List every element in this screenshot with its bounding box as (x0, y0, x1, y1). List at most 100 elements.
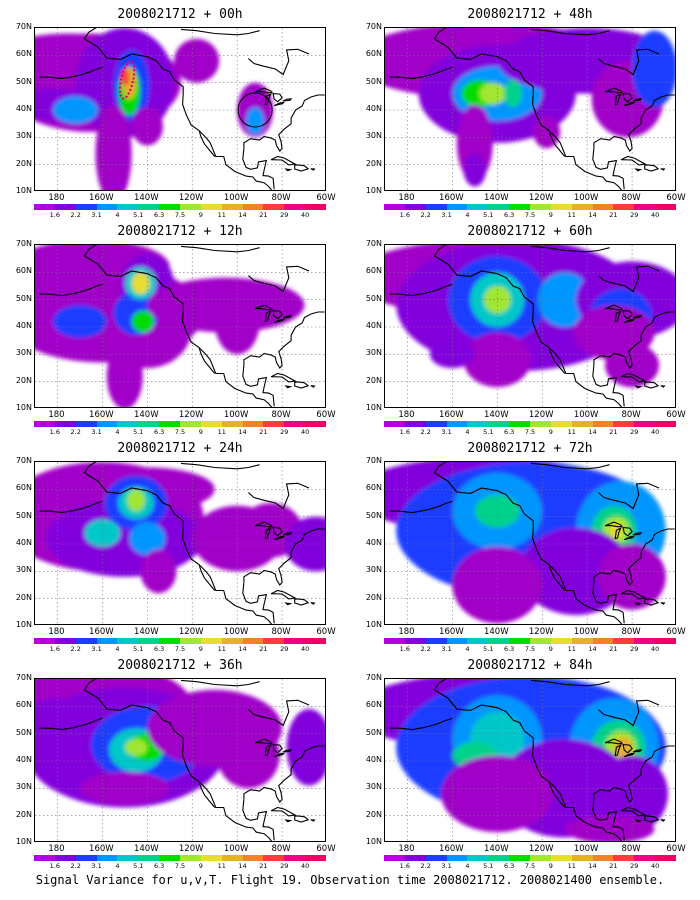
colorbar-swatch (221, 638, 243, 644)
colorbar-swatch (180, 204, 201, 210)
colorbar-label: 14 (238, 645, 247, 653)
colorbar-label: 4 (465, 428, 470, 436)
colorbar-label: 11 (217, 428, 226, 436)
colorbar-swatch (571, 204, 593, 210)
colorbar-label: 7.5 (174, 862, 186, 870)
colorbar-label: 5.1 (133, 645, 144, 653)
colorbar-label: 7.5 (174, 645, 186, 653)
y-tick-label: 50N (365, 76, 382, 86)
x-tick-label: 60W (666, 193, 686, 203)
colorbar-swatch (221, 855, 243, 861)
y-tick-label: 20N (15, 592, 32, 602)
y-tick-label: 20N (365, 375, 382, 385)
map-panel: 2008021712 + 36h 70N 60N 50N 40N 30N 20N 10N 180… (6, 656, 346, 871)
colorbar-label: 29 (280, 211, 289, 219)
x-tick-label: 160W (439, 193, 464, 203)
colorbar-label: 4 (465, 645, 470, 653)
colorbar-swatch (200, 204, 222, 210)
colorbar-label: 7.5 (524, 428, 536, 436)
colorbar-label: 40 (301, 211, 310, 219)
y-tick-label: 10N (365, 186, 382, 195)
gridlines (35, 245, 325, 407)
x-tick-label: 160W (89, 844, 114, 854)
colorbar-swatch (634, 204, 656, 210)
x-tick-label: 120W (528, 627, 554, 637)
x-tick-label: 100W (223, 627, 249, 637)
colorbar-swatch (634, 421, 656, 427)
colorbar-swatch (655, 855, 677, 861)
x-tick-label: 100W (223, 410, 249, 420)
colorbar-swatch (613, 638, 635, 644)
colorbar-swatch (263, 204, 285, 210)
x-tick-label: 60W (316, 627, 336, 637)
colorbar-swatch (96, 204, 118, 210)
colorbar-label: 2.2 (420, 862, 431, 870)
y-tick-label: 50N (365, 510, 382, 520)
colorbar-swatch (138, 421, 160, 427)
map-canvas (35, 462, 325, 624)
y-tick-label: 10N (15, 186, 32, 195)
x-tick-label: 160W (439, 627, 464, 637)
colorbar-label: 9 (548, 211, 553, 219)
colorbar-label: 4 (115, 862, 120, 870)
gridlines (385, 462, 675, 624)
variance-region (598, 544, 666, 610)
y-tick-label: 10N (365, 403, 382, 412)
colorbar-swatch (305, 204, 327, 210)
coastlines (389, 679, 675, 841)
colorbar-label: 40 (651, 645, 660, 653)
y-tick-label: 40N (15, 321, 32, 330)
colorbar-swatch (613, 855, 635, 861)
colorbar-label: 5.1 (133, 862, 144, 870)
colorbar-swatch (242, 638, 264, 644)
colorbar-labels: 1.6 2.2 3.1 4 5.1 6.3 7.5 9 11 14 21 29 40 (384, 211, 676, 220)
y-tick-label: 20N (365, 809, 382, 819)
colorbar-swatch (550, 421, 572, 427)
x-tick-label: 140W (483, 627, 509, 637)
coastlines (389, 462, 675, 624)
colorbar-labels: 1.6 2.2 3.1 4 5.1 6.3 7.5 9 11 14 21 29 40 (34, 862, 326, 871)
colorbar-label: 21 (259, 862, 268, 870)
map-canvas (385, 462, 675, 624)
variance-region (537, 272, 592, 327)
colorbar-swatch (571, 421, 593, 427)
y-tick-label: 50N (365, 727, 382, 737)
x-tick-label: 140W (483, 410, 509, 420)
y-tick-label: 70N (365, 456, 382, 465)
x-tick-label: 100W (223, 844, 249, 854)
colorbar-label: 9 (548, 645, 553, 653)
y-tick-label: 30N (365, 131, 382, 141)
y-tick-label: 20N (15, 375, 32, 385)
x-tick-label: 180 (48, 844, 65, 854)
colorbar-swatch (446, 855, 468, 861)
map-canvas (385, 245, 675, 407)
figure-caption: Signal Variance for u,v,T. Flight 19. Ob… (35, 873, 665, 887)
colorbar-swatch (159, 421, 181, 427)
colorbar-label: 6.3 (153, 645, 165, 653)
colorbar-swatch (530, 638, 551, 644)
colorbar-label: 40 (651, 862, 660, 870)
panel-title: 2008021712 + 48h (467, 7, 593, 22)
map-canvas (35, 679, 325, 841)
variance-region (35, 698, 92, 742)
colorbar-label: 1.6 (49, 428, 61, 436)
gridlines (385, 28, 675, 190)
x-tick-label: 60W (666, 627, 686, 637)
y-tick-label: 60N (365, 49, 382, 59)
x-tick-label: 80W (621, 627, 641, 637)
variance-region (127, 489, 146, 512)
colorbar-label: 3.1 (91, 645, 102, 653)
colorbar-label: 6.3 (503, 211, 515, 219)
x-tick-label: 140W (133, 193, 159, 203)
x-tick-label: 140W (483, 193, 509, 203)
variance-region (131, 310, 154, 333)
colorbar-swatch (467, 638, 489, 644)
x-tick-label: 80W (271, 410, 291, 420)
colorbar-swatch (592, 421, 614, 427)
colorbar-label: 9 (548, 428, 553, 436)
variance-region (246, 107, 265, 135)
colorbar-swatch (54, 638, 76, 644)
colorbar-swatch (75, 204, 97, 210)
colorbar-label: 29 (280, 862, 289, 870)
colorbar-swatch (117, 421, 139, 427)
